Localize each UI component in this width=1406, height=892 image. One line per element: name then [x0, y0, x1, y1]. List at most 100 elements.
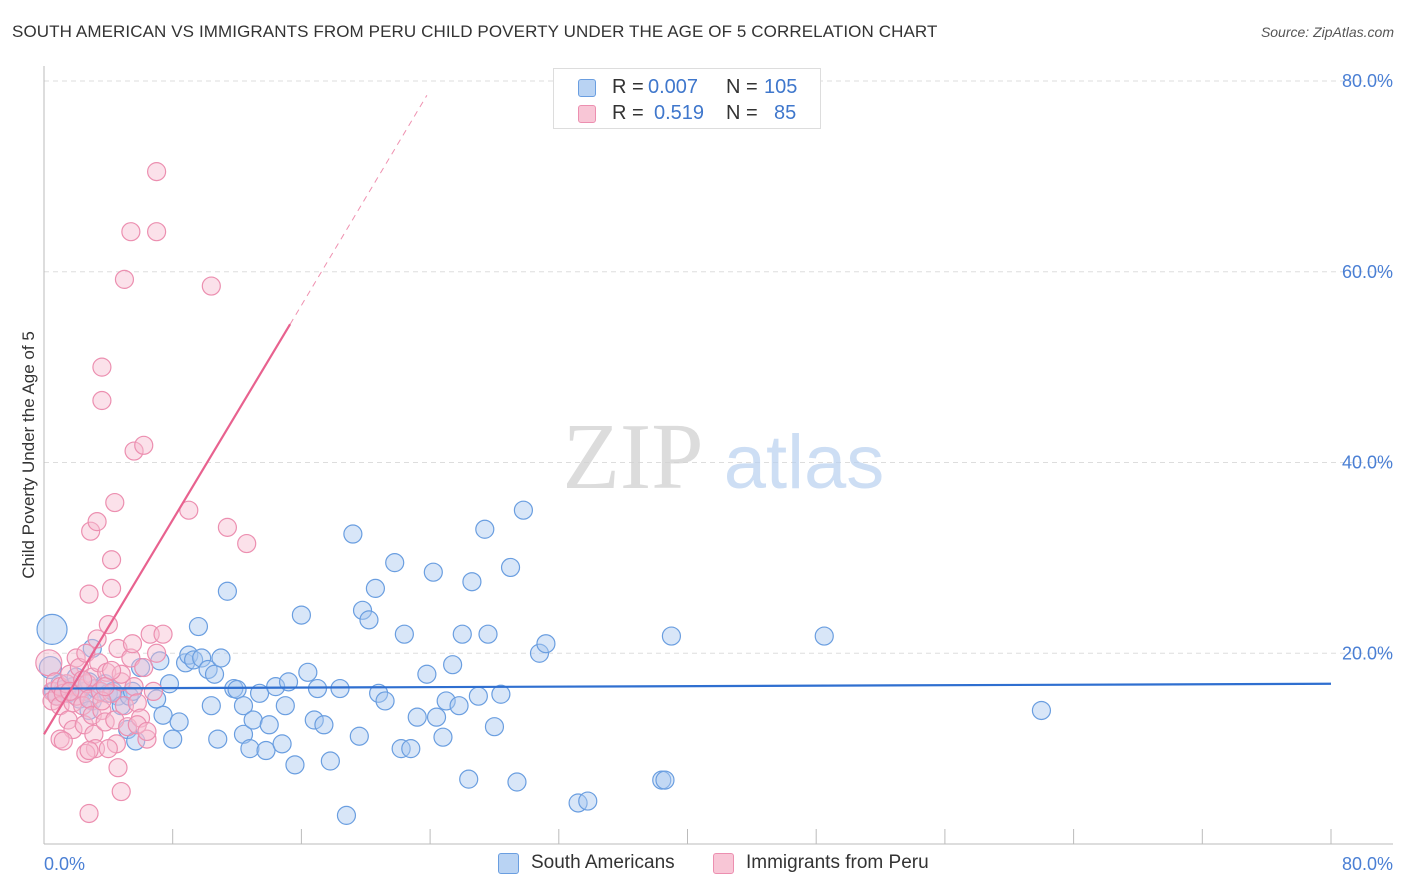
- data-point-immigrants-from-peru: [121, 222, 141, 242]
- data-point-south-americans: [201, 696, 221, 716]
- data-point-south-americans: [529, 643, 550, 663]
- data-point-south-americans: [452, 624, 472, 644]
- legend-r-label: R =: [612, 76, 644, 98]
- data-point-south-americans: [163, 729, 183, 749]
- series-immigrants-from-peru: [35, 162, 257, 824]
- data-point-south-americans: [436, 691, 456, 711]
- data-point-south-americans: [233, 696, 254, 716]
- series-south-americans: [36, 500, 1052, 825]
- data-point-immigrants-from-peru: [153, 624, 173, 644]
- data-point-south-americans: [507, 772, 527, 792]
- data-point-south-americans: [153, 705, 173, 725]
- data-point-south-americans: [359, 610, 379, 630]
- data-point-south-americans: [256, 740, 276, 761]
- data-point-south-americans: [159, 674, 180, 694]
- bottom-legend-swatch-blue: [498, 853, 519, 874]
- data-point-immigrants-from-peru: [147, 222, 167, 242]
- data-point-immigrants-from-peru: [127, 715, 147, 735]
- data-point-south-americans: [385, 553, 405, 573]
- data-point-immigrants-from-peru: [124, 677, 144, 697]
- legend-n-label: N =: [726, 76, 758, 98]
- data-point-south-americans: [184, 650, 204, 670]
- data-point-immigrants-from-peru: [143, 681, 163, 702]
- data-point-immigrants-from-peru: [50, 729, 70, 749]
- data-point-south-americans: [443, 655, 463, 675]
- tick-labels: 20.0% 40.0% 60.0% 80.0% 0.0% 80.0%: [44, 71, 1393, 874]
- stats-legend: R = 0.007 N = 105 R = 0.519 N = 85: [553, 68, 821, 129]
- axes: [43, 66, 1393, 845]
- data-point-immigrants-from-peru: [124, 441, 144, 461]
- data-point-immigrants-from-peru: [108, 758, 128, 778]
- data-point-immigrants-from-peru: [217, 517, 237, 537]
- data-point-south-americans: [240, 739, 260, 759]
- bottom-legend-label: Immigrants from Peru: [746, 852, 929, 873]
- data-point-south-americans: [320, 751, 340, 771]
- data-point-immigrants-from-peru: [137, 721, 157, 742]
- data-point-south-americans: [304, 710, 324, 730]
- legend-r-label: R =: [612, 102, 644, 124]
- data-point-immigrants-from-peru: [147, 162, 167, 182]
- data-point-south-americans: [814, 626, 834, 646]
- data-point-south-americans: [349, 726, 369, 746]
- data-point-south-americans: [343, 524, 363, 544]
- data-point-immigrants-from-peru: [35, 649, 63, 677]
- data-point-immigrants-from-peru: [79, 803, 99, 824]
- y-tick-label: 20.0%: [1342, 643, 1393, 663]
- data-point-immigrants-from-peru: [53, 731, 73, 751]
- data-point-immigrants-from-peru: [76, 743, 96, 763]
- y-tick-label: 60.0%: [1342, 262, 1393, 282]
- legend-n-value: 105: [764, 76, 798, 98]
- data-point-south-americans: [433, 727, 453, 747]
- data-point-immigrants-from-peru: [87, 512, 107, 532]
- legend-n-label: N =: [726, 102, 758, 124]
- trend-line-south-americans: [43, 682, 1332, 690]
- data-point-south-americans: [449, 696, 469, 716]
- data-point-immigrants-from-peru: [108, 638, 128, 659]
- data-point-south-americans: [243, 710, 263, 730]
- data-point-immigrants-from-peru: [121, 648, 141, 668]
- data-point-south-americans: [568, 793, 588, 813]
- data-point-south-americans: [208, 729, 228, 749]
- data-point-south-americans: [211, 648, 231, 668]
- data-point-south-americans: [285, 755, 305, 775]
- data-point-south-americans: [192, 648, 212, 668]
- data-point-south-americans: [500, 557, 521, 578]
- data-point-south-americans: [375, 691, 395, 711]
- data-point-south-americans: [513, 500, 534, 520]
- data-point-immigrants-from-peru: [95, 712, 115, 732]
- data-point-immigrants-from-peru: [111, 664, 131, 684]
- data-point-south-americans: [459, 769, 479, 789]
- data-point-immigrants-from-peru: [122, 634, 143, 654]
- data-point-south-americans: [275, 696, 295, 716]
- data-point-south-americans: [426, 707, 447, 727]
- data-point-immigrants-from-peru: [92, 357, 112, 377]
- x-tick-label: 0.0%: [44, 854, 85, 874]
- data-point-south-americans: [233, 724, 254, 744]
- bottom-legend-swatch-pink: [713, 853, 734, 874]
- data-point-immigrants-from-peru: [79, 740, 99, 761]
- data-point-south-americans: [401, 739, 421, 759]
- legend-swatch-blue: [578, 79, 596, 97]
- data-point-immigrants-from-peru: [79, 584, 99, 604]
- source-label: Source: ZipAtlas.com: [1260, 24, 1394, 40]
- data-point-south-americans: [491, 684, 511, 704]
- data-point-south-americans: [188, 616, 209, 637]
- chart-title: SOUTH AMERICAN VS IMMIGRANTS FROM PERU C…: [12, 22, 938, 41]
- data-point-immigrants-from-peru: [114, 269, 135, 289]
- grid: [44, 80, 1393, 654]
- trend-line-immigrants-from-peru: [43, 323, 292, 735]
- data-point-south-americans: [661, 626, 682, 646]
- data-point-south-americans: [217, 581, 237, 601]
- data-point-immigrants-from-peru: [111, 781, 131, 802]
- data-point-south-americans: [391, 739, 411, 759]
- data-point-south-americans: [259, 715, 279, 735]
- data-point-immigrants-from-peru: [101, 550, 122, 570]
- data-point-south-americans: [536, 634, 556, 654]
- data-point-south-americans: [298, 662, 318, 682]
- data-point-south-americans: [36, 613, 68, 646]
- data-point-south-americans: [462, 572, 482, 592]
- y-tick-label: 40.0%: [1342, 453, 1393, 473]
- data-point-south-americans: [369, 683, 389, 703]
- watermark-zip: ZIP: [563, 405, 704, 509]
